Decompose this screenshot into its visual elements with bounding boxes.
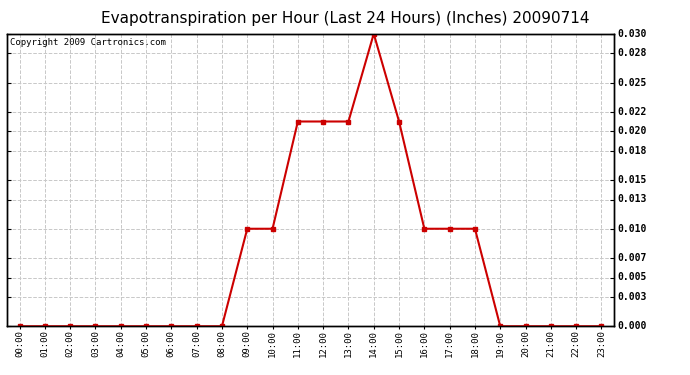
Text: 0.018: 0.018 xyxy=(618,146,647,156)
Text: Evapotranspiration per Hour (Last 24 Hours) (Inches) 20090714: Evapotranspiration per Hour (Last 24 Hou… xyxy=(101,11,589,26)
Text: 0.000: 0.000 xyxy=(618,321,647,331)
Text: 0.025: 0.025 xyxy=(618,78,647,87)
Text: Copyright 2009 Cartronics.com: Copyright 2009 Cartronics.com xyxy=(10,38,166,47)
Text: 0.010: 0.010 xyxy=(618,224,647,234)
Text: 0.030: 0.030 xyxy=(618,29,647,39)
Text: 0.013: 0.013 xyxy=(618,195,647,204)
Text: 0.020: 0.020 xyxy=(618,126,647,136)
Text: 0.003: 0.003 xyxy=(618,292,647,302)
Text: 0.005: 0.005 xyxy=(618,273,647,282)
Text: 0.022: 0.022 xyxy=(618,107,647,117)
Text: 0.007: 0.007 xyxy=(618,253,647,263)
Text: 0.015: 0.015 xyxy=(618,175,647,185)
Text: 0.028: 0.028 xyxy=(618,48,647,58)
